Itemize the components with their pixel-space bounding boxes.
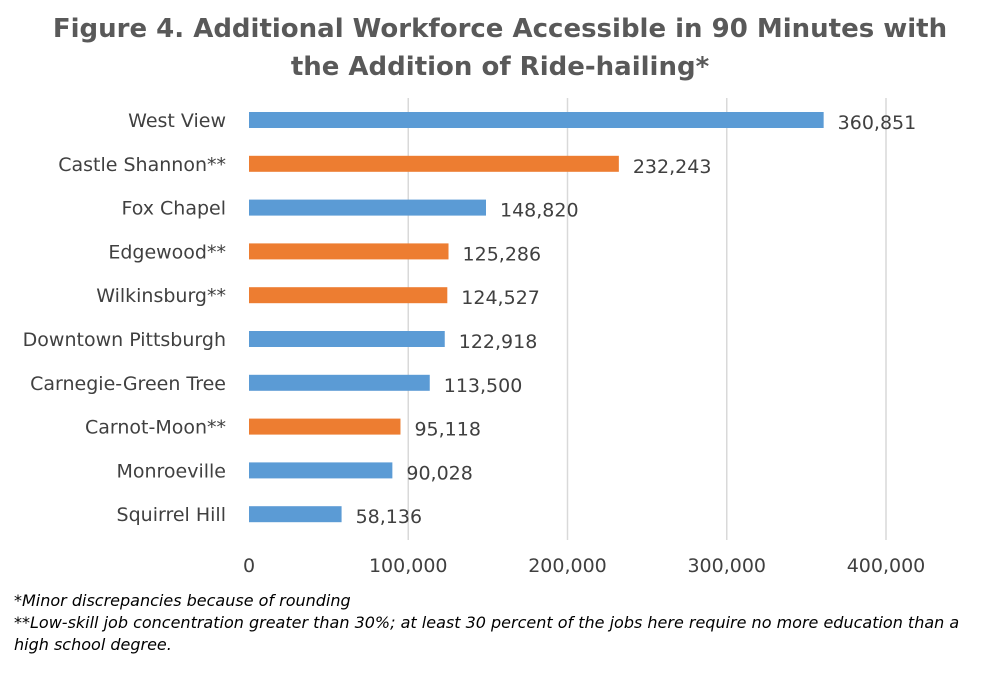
x-tick-label: 100,000: [369, 555, 448, 577]
bar: [249, 112, 824, 128]
chart-title-line-2: the Addition of Ride-hailing*: [290, 52, 710, 82]
x-tick-label: 400,000: [847, 555, 926, 577]
bar: [249, 418, 401, 435]
category-label: Wilkinsburg**: [96, 285, 226, 307]
x-axis-tick-labels: 0 100,000 200,000 300,000 400,000: [243, 555, 925, 577]
value-label: 95,118: [414, 419, 480, 441]
category-label: Carnot-Moon**: [85, 417, 226, 439]
bar: [249, 199, 486, 216]
category-label: West View: [128, 110, 226, 132]
category-label: Carnegie-Green Tree: [30, 373, 226, 395]
category-label: Squirrel Hill: [117, 504, 226, 526]
x-tick-label: 200,000: [528, 555, 607, 577]
value-label: 124,527: [461, 287, 540, 309]
value-label: 360,851: [838, 112, 917, 134]
footnote-rounding: *Minor discrepancies because of rounding: [14, 591, 351, 610]
category-label: Downtown Pittsburgh: [23, 329, 226, 351]
category-labels: West View Castle Shannon** Fox Chapel Edgew…: [23, 110, 226, 526]
value-label: 58,136: [356, 506, 422, 528]
value-label: 90,028: [406, 462, 472, 484]
value-label: 232,243: [633, 156, 712, 178]
bar: [249, 287, 448, 304]
footnotes: *Minor discrepancies because of rounding…: [14, 590, 989, 656]
chart-title-line-1: Figure 4. Additional Workforce Accessibl…: [52, 14, 948, 44]
x-tick-label: 0: [243, 555, 255, 577]
value-label: 148,820: [500, 200, 579, 222]
value-label: 113,500: [444, 375, 523, 397]
value-labels: 360,851 232,243 148,820 125,286 124,527 122,9…: [356, 112, 917, 528]
category-label: Edgewood**: [108, 241, 226, 263]
category-label: Castle Shannon**: [58, 154, 226, 176]
bars: [249, 112, 824, 523]
category-label: Monroeville: [116, 460, 226, 482]
chart-title: Figure 4. Additional Workforce Accessibl…: [0, 10, 1000, 86]
bar: [249, 243, 449, 260]
bar: [249, 374, 430, 391]
bar: [249, 155, 619, 172]
value-label: 122,918: [459, 331, 538, 353]
value-label: 125,286: [463, 243, 542, 265]
category-label: Fox Chapel: [121, 198, 226, 220]
bar: [249, 462, 393, 479]
x-tick-label: 300,000: [687, 555, 766, 577]
bar: [249, 506, 342, 523]
bar: [249, 331, 445, 347]
footnote-low-skill: **Low-skill job concentration greater th…: [14, 613, 960, 654]
